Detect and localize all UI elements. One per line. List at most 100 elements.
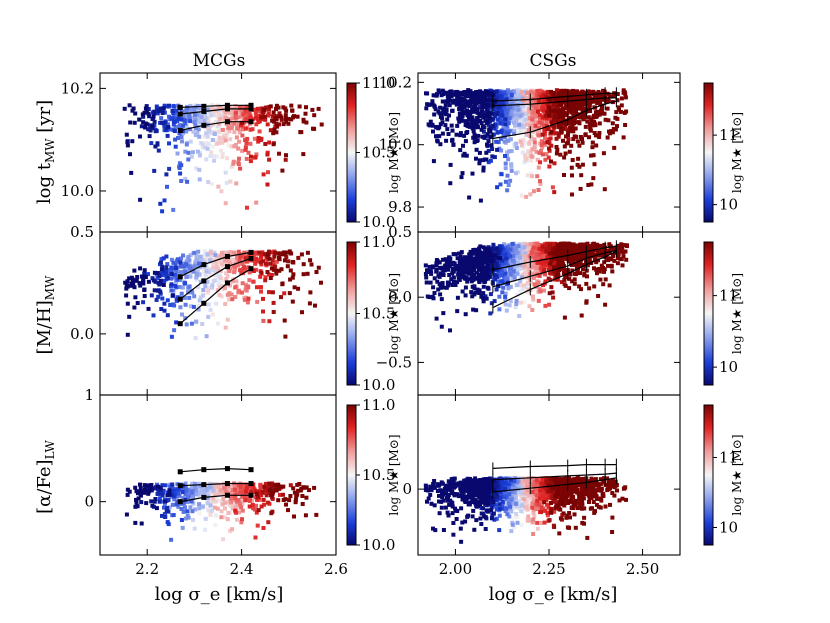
scatter-point (602, 111, 607, 116)
scatter-point (557, 262, 562, 267)
scatter-point (237, 258, 242, 263)
scatter-point (125, 279, 130, 284)
scatter-point (510, 242, 515, 246)
scatter-point (161, 283, 166, 287)
scatter-point (194, 126, 199, 131)
scatter-point (456, 99, 461, 104)
scatter-point (555, 277, 560, 282)
scatter-point (169, 265, 174, 270)
panel-r1-c0-percentile-line-0-marker (201, 262, 207, 268)
scatter-point (473, 91, 478, 96)
scatter-point (484, 107, 489, 112)
scatter-point (166, 125, 171, 129)
scatter-point (571, 137, 576, 141)
scatter-point (223, 325, 228, 330)
scatter-point (548, 243, 553, 248)
scatter-point (263, 117, 268, 122)
scatter-point (554, 88, 559, 93)
scatter-point (568, 104, 573, 109)
scatter-point (283, 117, 288, 121)
scatter-point (257, 250, 262, 255)
scatter-point (177, 166, 182, 170)
scatter-point (521, 272, 526, 277)
scatter-point (480, 109, 484, 114)
scatter-point (567, 276, 572, 281)
scatter-point (547, 268, 551, 272)
scatter-point (512, 120, 516, 125)
scatter-point (463, 139, 468, 144)
scatter-point (534, 149, 539, 154)
scatter-point (299, 252, 304, 257)
panel-r1-c0-percentile-line-0-marker (177, 274, 183, 280)
scatter-point (467, 124, 472, 129)
scatter-point (164, 254, 169, 259)
scatter-point (601, 151, 606, 156)
scatter-point (130, 108, 135, 113)
scatter-point (277, 268, 282, 273)
scatter-point (265, 252, 270, 257)
panel-r0-c0-percentile-line-0-marker (248, 102, 254, 108)
scatter-point (508, 178, 513, 183)
panel-r0-c0-percentile-line-1-marker (224, 119, 230, 125)
scatter-point (470, 117, 475, 122)
scatter-point (274, 115, 279, 120)
scatter-point (569, 110, 574, 115)
scatter-point (543, 136, 547, 141)
scatter-point (498, 256, 503, 261)
scatter-point (187, 258, 192, 263)
scatter-point (480, 103, 485, 108)
scatter-point (158, 271, 163, 276)
scatter-point (525, 91, 529, 95)
column-title-mcgs: MCGs (193, 51, 246, 71)
scatter-point (506, 286, 511, 291)
scatter-point (443, 103, 448, 108)
scatter-point (464, 153, 469, 158)
scatter-point (201, 288, 206, 292)
scatter-point (193, 122, 198, 127)
scatter-point (191, 269, 196, 274)
scatter-point (534, 258, 539, 263)
scatter-point (528, 192, 533, 197)
scatter-point (500, 290, 505, 295)
scatter-point (131, 106, 136, 111)
scatter-point (549, 258, 554, 263)
panel-r0-c0-scatter (122, 102, 324, 214)
scatter-point (219, 189, 224, 194)
scatter-point (268, 261, 273, 266)
scatter-point (144, 104, 149, 109)
scatter-point (198, 258, 203, 263)
scatter-point (529, 253, 533, 258)
scatter-point (240, 121, 244, 125)
scatter-point (474, 276, 479, 281)
scatter-point (463, 123, 468, 127)
column-title-csgs: CSGs (530, 51, 577, 71)
scatter-point (536, 298, 541, 303)
scatter-point (462, 90, 467, 94)
scatter-point (589, 119, 594, 124)
scatter-point (196, 127, 201, 132)
panel-r1-c0-median-line-marker (224, 264, 230, 270)
scatter-point (185, 179, 190, 184)
scatter-point (552, 265, 557, 270)
scatter-point (258, 274, 263, 279)
scatter-point (150, 276, 155, 281)
scatter-point (545, 255, 550, 260)
scatter-point (216, 277, 221, 282)
scatter-point (485, 270, 490, 275)
scatter-point (529, 280, 533, 285)
scatter-point (430, 102, 435, 107)
scatter-point (185, 118, 190, 123)
scatter-point (502, 91, 507, 96)
scatter-point (495, 147, 500, 152)
scatter-point (482, 258, 486, 263)
scatter-point (502, 242, 507, 247)
scatter-point (267, 256, 272, 261)
scatter-point (206, 130, 211, 135)
scatter-point (499, 113, 504, 118)
scatter-point (571, 110, 576, 115)
scatter-point (516, 257, 521, 262)
scatter-point (494, 246, 499, 251)
scatter-point (514, 171, 518, 176)
scatter-point (476, 265, 481, 270)
scatter-point (488, 101, 493, 106)
